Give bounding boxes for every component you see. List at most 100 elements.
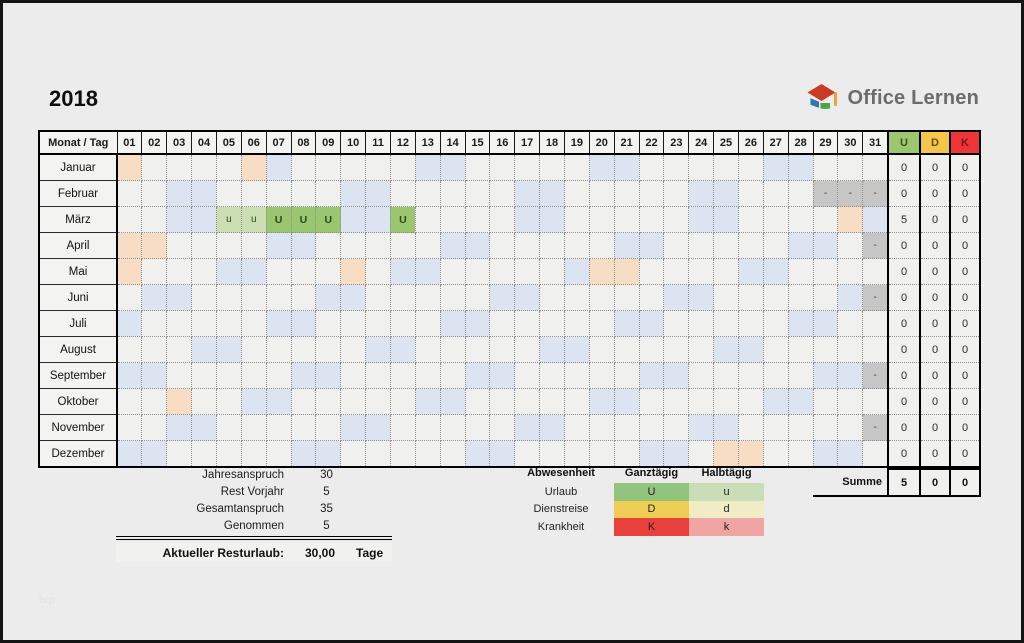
day-header-18[interactable]: 18 xyxy=(539,130,565,155)
day-cell-10-07[interactable] xyxy=(265,388,292,415)
day-cell-12-10[interactable] xyxy=(340,440,367,468)
month-11-total-u[interactable]: 0 xyxy=(887,414,921,441)
day-cell-12-22[interactable] xyxy=(638,440,665,468)
day-cell-2-06[interactable] xyxy=(240,180,267,207)
day-cell-9-29[interactable] xyxy=(812,362,839,389)
day-cell-8-07[interactable] xyxy=(265,336,292,363)
month-7-total-d[interactable]: 0 xyxy=(919,310,951,337)
day-cell-11-15[interactable] xyxy=(464,414,491,441)
day-cell-6-01[interactable] xyxy=(116,284,143,311)
day-cell-6-10[interactable] xyxy=(340,284,367,311)
day-cell-6-06[interactable] xyxy=(240,284,267,311)
day-cell-6-21[interactable] xyxy=(613,284,640,311)
day-cell-3-07[interactable]: U xyxy=(265,206,292,233)
day-cell-5-03[interactable] xyxy=(166,258,193,285)
day-cell-12-29[interactable] xyxy=(812,440,839,468)
day-cell-4-13[interactable] xyxy=(414,232,441,259)
day-cell-4-30[interactable] xyxy=(837,232,864,259)
day-cell-6-23[interactable] xyxy=(663,284,690,311)
day-header-31[interactable]: 31 xyxy=(862,130,889,155)
day-cell-3-23[interactable] xyxy=(663,206,690,233)
day-cell-10-04[interactable] xyxy=(191,388,217,415)
day-cell-4-15[interactable] xyxy=(464,232,491,259)
day-cell-12-09[interactable] xyxy=(315,440,342,468)
day-cell-9-17[interactable] xyxy=(514,362,541,389)
day-cell-5-21[interactable] xyxy=(613,258,640,285)
day-cell-12-31[interactable] xyxy=(862,440,889,468)
day-cell-2-21[interactable] xyxy=(613,180,640,207)
day-cell-3-28[interactable] xyxy=(787,206,814,233)
day-cell-5-17[interactable] xyxy=(514,258,541,285)
day-cell-3-19[interactable] xyxy=(563,206,590,233)
month-5-total-k[interactable]: 0 xyxy=(949,258,981,285)
day-cell-7-08[interactable] xyxy=(290,310,317,337)
day-cell-1-09[interactable] xyxy=(315,153,342,181)
summe-total-d[interactable]: 0 xyxy=(919,468,951,497)
day-cell-7-09[interactable] xyxy=(315,310,342,337)
day-cell-2-09[interactable] xyxy=(315,180,342,207)
day-cell-12-01[interactable] xyxy=(116,440,143,468)
day-cell-12-18[interactable] xyxy=(539,440,565,468)
day-cell-10-20[interactable] xyxy=(588,388,615,415)
day-cell-1-19[interactable] xyxy=(563,153,590,181)
day-cell-9-14[interactable] xyxy=(439,362,466,389)
day-cell-7-16[interactable] xyxy=(489,310,516,337)
day-cell-7-11[interactable] xyxy=(365,310,391,337)
day-cell-9-10[interactable] xyxy=(340,362,367,389)
day-cell-1-31[interactable] xyxy=(862,153,889,181)
day-cell-1-06[interactable] xyxy=(240,153,267,181)
day-header-27[interactable]: 27 xyxy=(762,130,789,155)
day-cell-8-19[interactable] xyxy=(563,336,590,363)
day-cell-10-05[interactable] xyxy=(215,388,242,415)
d-column-header[interactable]: D xyxy=(919,130,951,155)
month-1-total-u[interactable]: 0 xyxy=(887,153,921,181)
day-cell-5-05[interactable] xyxy=(215,258,242,285)
month-label-3[interactable]: März xyxy=(38,206,118,233)
month-label-7[interactable]: Juli xyxy=(38,310,118,337)
day-cell-9-04[interactable] xyxy=(191,362,217,389)
day-cell-7-24[interactable] xyxy=(688,310,715,337)
month-9-total-d[interactable]: 0 xyxy=(919,362,951,389)
day-header-13[interactable]: 13 xyxy=(414,130,441,155)
day-cell-5-13[interactable] xyxy=(414,258,441,285)
day-cell-2-24[interactable] xyxy=(688,180,715,207)
day-cell-10-21[interactable] xyxy=(613,388,640,415)
day-cell-8-21[interactable] xyxy=(613,336,640,363)
month-6-total-d[interactable]: 0 xyxy=(919,284,951,311)
month-label-9[interactable]: September xyxy=(38,362,118,389)
day-cell-11-01[interactable] xyxy=(116,414,143,441)
day-cell-7-21[interactable] xyxy=(613,310,640,337)
day-cell-1-11[interactable] xyxy=(365,153,391,181)
day-cell-1-24[interactable] xyxy=(688,153,715,181)
day-cell-3-24[interactable] xyxy=(688,206,715,233)
day-cell-11-18[interactable] xyxy=(539,414,565,441)
day-cell-3-21[interactable] xyxy=(613,206,640,233)
day-cell-12-23[interactable] xyxy=(663,440,690,468)
day-header-06[interactable]: 06 xyxy=(240,130,267,155)
day-cell-2-17[interactable] xyxy=(514,180,541,207)
day-cell-10-29[interactable] xyxy=(812,388,839,415)
day-cell-2-29[interactable]: - xyxy=(812,180,839,207)
day-cell-6-12[interactable] xyxy=(389,284,416,311)
day-cell-9-01[interactable] xyxy=(116,362,143,389)
day-cell-3-31[interactable] xyxy=(862,206,889,233)
day-cell-9-25[interactable] xyxy=(713,362,739,389)
day-cell-3-29[interactable] xyxy=(812,206,839,233)
day-cell-3-06[interactable]: u xyxy=(240,206,267,233)
day-cell-8-12[interactable] xyxy=(389,336,416,363)
day-cell-6-28[interactable] xyxy=(787,284,814,311)
day-cell-5-15[interactable] xyxy=(464,258,491,285)
day-cell-10-16[interactable] xyxy=(489,388,516,415)
day-cell-6-31[interactable]: - xyxy=(862,284,889,311)
day-cell-5-27[interactable] xyxy=(762,258,789,285)
day-cell-10-06[interactable] xyxy=(240,388,267,415)
day-cell-1-22[interactable] xyxy=(638,153,665,181)
day-cell-1-28[interactable] xyxy=(787,153,814,181)
month-label-12[interactable]: Dezember xyxy=(38,440,118,468)
day-cell-2-07[interactable] xyxy=(265,180,292,207)
day-header-08[interactable]: 08 xyxy=(290,130,317,155)
day-cell-7-13[interactable] xyxy=(414,310,441,337)
day-cell-3-03[interactable] xyxy=(166,206,193,233)
day-cell-8-30[interactable] xyxy=(837,336,864,363)
day-cell-12-12[interactable] xyxy=(389,440,416,468)
